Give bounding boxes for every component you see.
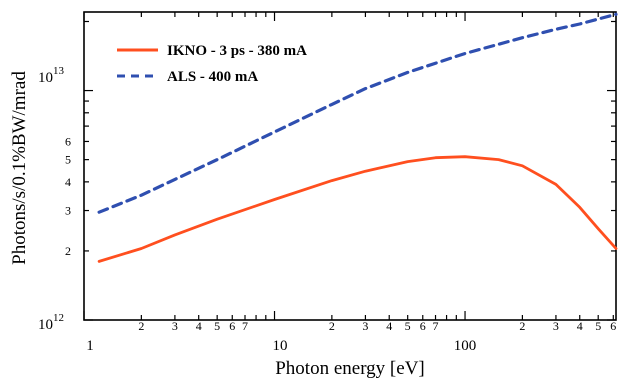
plot-frame [83,11,617,321]
series-line-1 [97,12,618,214]
x-minor-tick-label: 5 [595,319,601,333]
y-major-tick-label-1e12: 1012 [38,312,64,333]
legend: IKNO - 3 ps - 380 mA ALS - 400 mA [117,43,307,85]
x-minor-tick-label: 3 [362,319,368,333]
series-line-0 [97,155,618,263]
y-minor-tick-labels: 2 3 4 5 6 [65,134,71,257]
x-minor-tick-label: 4 [196,319,202,333]
x-minor-tick-label: 5 [405,319,411,333]
x-minor-tick-label: 6 [229,319,235,333]
legend-label-ikno: IKNO - 3 ps - 380 mA [167,43,307,59]
x-minor-tick-label: 6 [420,319,426,333]
x-minor-tick-label: 2 [519,319,525,333]
x-major-tick-label-1: 1 [86,338,94,354]
y-minor-tick-label: 3 [65,204,71,218]
x-major-tick-label-100: 100 [454,338,477,354]
x-axis-title: Photon energy [eV] [275,358,425,378]
x-minor-tick-label: 5 [214,319,220,333]
legend-label-als: ALS - 400 mA [167,69,258,85]
x-minor-tick-label: 3 [172,319,178,333]
series-lines [97,12,618,263]
x-minor-tick-label: 2 [138,319,144,333]
x-minor-tick-label: 7 [433,319,439,333]
x-minor-tick-label: 6 [610,319,616,333]
y-major-tick-label-1e13: 1013 [38,65,65,86]
x-minor-tick-label: 4 [577,319,583,333]
x-minor-tick-label: 4 [386,319,392,333]
y-axis-title: Photons/s/0.1%BW/mrad [9,71,30,265]
tick-marks [83,12,616,321]
x-minor-tick-label: 2 [329,319,335,333]
y-minor-tick-label: 4 [65,175,71,189]
x-major-tick-label-10: 10 [273,338,288,354]
y-minor-tick-label: 5 [65,153,71,167]
y-minor-tick-label: 2 [65,244,71,258]
x-minor-tick-label: 7 [242,319,248,333]
y-minor-tick-label: 6 [65,134,71,148]
x-minor-tick-label: 3 [553,319,559,333]
